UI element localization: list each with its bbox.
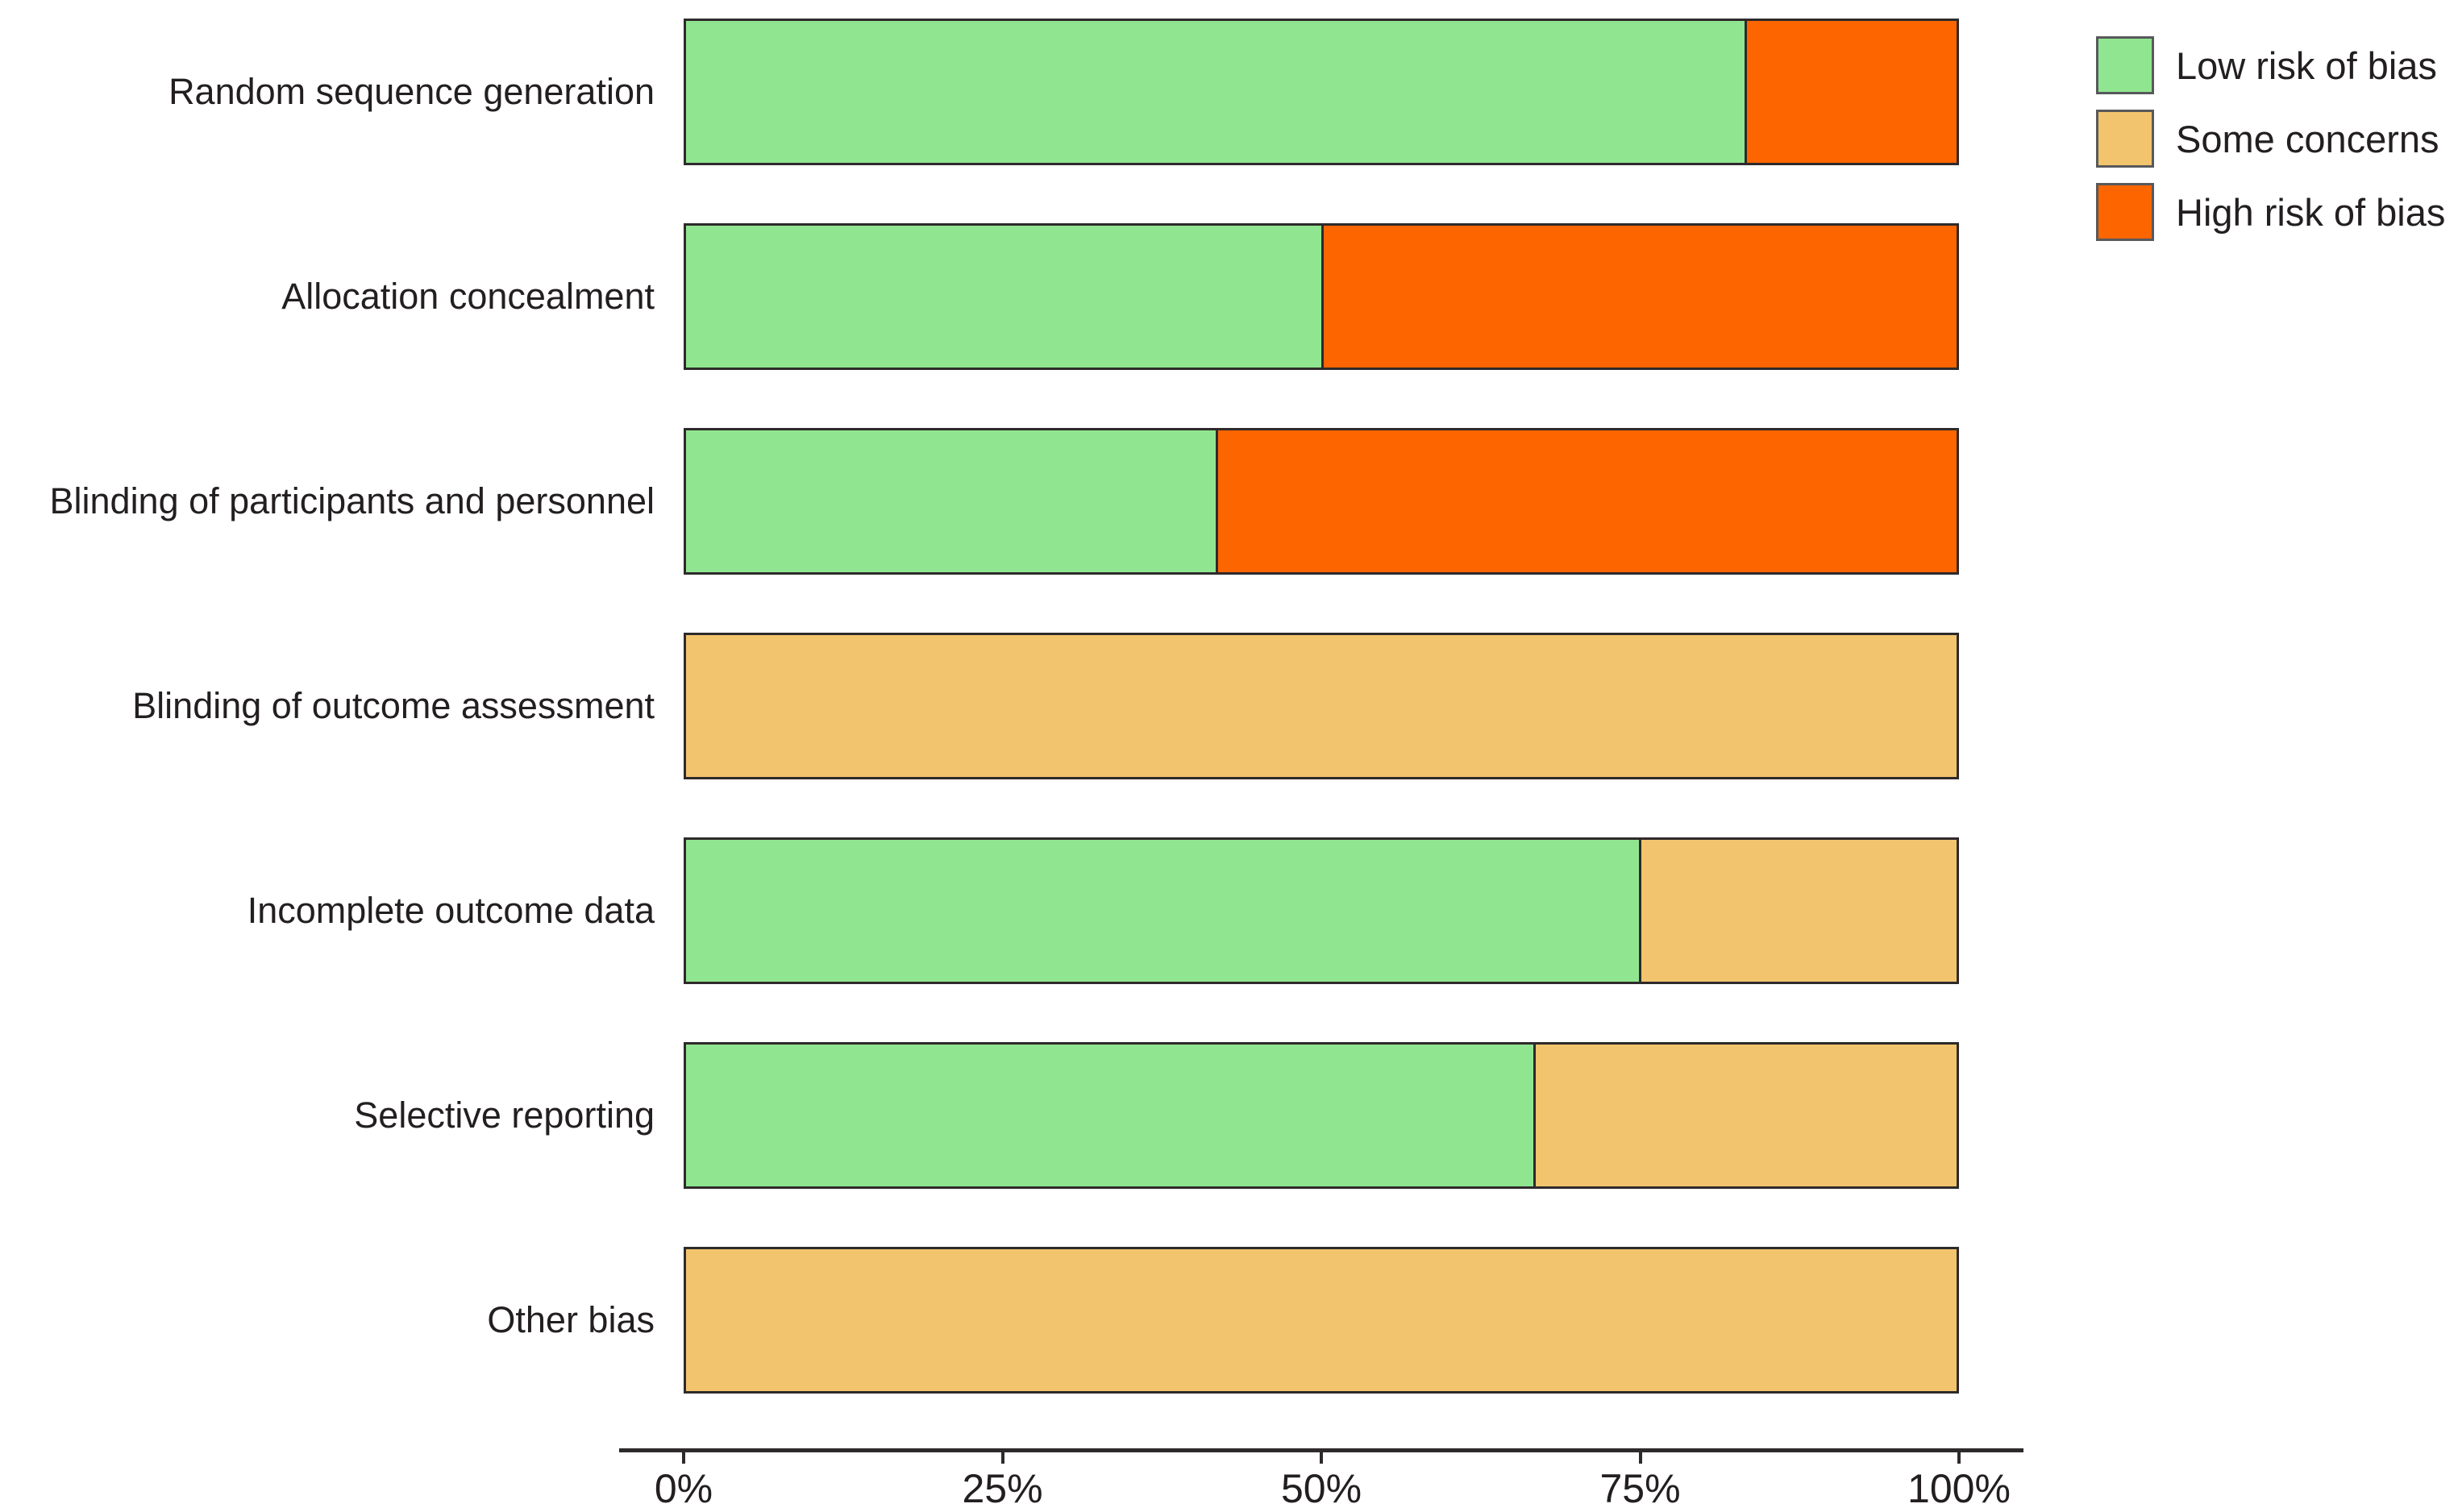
x-axis-line: [619, 1448, 2023, 1452]
bar-track: [684, 1247, 1959, 1394]
bar-segment-low-risk-of-bias: [686, 840, 1639, 982]
bar-row-incomplete-outcome-data: Incomplete outcome data: [0, 837, 2458, 984]
bar-track: [684, 837, 1959, 984]
bar-track: [684, 1042, 1959, 1189]
x-axis-tick: [1320, 1452, 1323, 1464]
bar-segment-low-risk-of-bias: [686, 1045, 1533, 1186]
bar-row-selective-reporting: Selective reporting: [0, 1042, 2458, 1189]
bar-row-blinding-of-outcome-assessment: Blinding of outcome assessment: [0, 633, 2458, 779]
bar-segment-high-risk-of-bias: [1321, 226, 1957, 368]
category-label: Random sequence generation: [168, 71, 655, 112]
x-axis-tick-label: 75%: [1599, 1466, 1681, 1511]
x-axis-tick-label: 50%: [1280, 1466, 1362, 1511]
bar-segment-low-risk-of-bias: [686, 430, 1216, 572]
bar-segment-some-concerns: [686, 635, 1957, 777]
bar-segment-low-risk-of-bias: [686, 21, 1745, 163]
x-axis-tick-label: 100%: [1907, 1466, 2011, 1511]
legend: Low risk of bias Some concerns High risk o…: [2096, 36, 2445, 256]
bar-segment-high-risk-of-bias: [1745, 21, 1957, 163]
bar-segment-some-concerns: [686, 1249, 1957, 1391]
legend-item-low-risk-of-bias: Low risk of bias: [2096, 36, 2445, 94]
bar-track: [684, 428, 1959, 575]
x-axis-tick: [682, 1452, 685, 1464]
bar-row-other-bias: Other bias: [0, 1247, 2458, 1394]
bar-track: [684, 223, 1959, 370]
category-label: Blinding of outcome assessment: [132, 685, 655, 726]
legend-item-some-concerns: Some concerns: [2096, 110, 2445, 168]
bar-row-allocation-concealment: Allocation concealment: [0, 223, 2458, 370]
x-axis-tick: [1638, 1452, 1642, 1464]
bar-row-random-sequence-generation: Random sequence generation: [0, 19, 2458, 165]
legend-swatch-high-risk-of-bias: [2096, 183, 2154, 241]
x-axis-tick-label: 0%: [654, 1466, 713, 1511]
legend-label: Low risk of bias: [2176, 44, 2437, 87]
category-label: Other bias: [487, 1299, 655, 1340]
x-axis-tick-label: 25%: [962, 1466, 1043, 1511]
legend-swatch-some-concerns: [2096, 110, 2154, 168]
bar-row-blinding-of-participants-and-personnel: Blinding of participants and personnel: [0, 428, 2458, 575]
bar-track: [684, 633, 1959, 779]
bar-segment-low-risk-of-bias: [686, 226, 1321, 368]
category-label: Blinding of participants and personnel: [49, 480, 655, 521]
legend-item-high-risk-of-bias: High risk of bias: [2096, 183, 2445, 241]
bar-segment-some-concerns: [1639, 840, 1957, 982]
category-label: Selective reporting: [354, 1095, 655, 1136]
bar-segment-high-risk-of-bias: [1215, 430, 1957, 572]
legend-label: High risk of bias: [2176, 190, 2446, 234]
x-axis-tick: [1000, 1452, 1004, 1464]
category-label: Allocation concealment: [281, 276, 655, 317]
legend-label: Some concerns: [2176, 117, 2439, 160]
bar-track: [684, 19, 1959, 165]
bar-segment-some-concerns: [1533, 1045, 1957, 1186]
x-axis-tick: [1957, 1452, 1961, 1464]
legend-swatch-low-risk-of-bias: [2096, 36, 2154, 94]
category-label: Incomplete outcome data: [247, 890, 655, 931]
